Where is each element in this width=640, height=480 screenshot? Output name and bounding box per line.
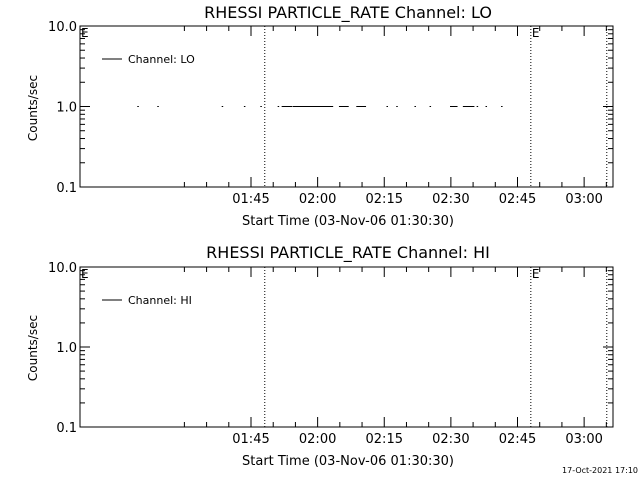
event-marker-label: E xyxy=(532,267,540,281)
y-tick-label: 0.1 xyxy=(56,181,77,196)
chart-title: RHESSI PARTICLE_RATE Channel: LO xyxy=(204,3,492,23)
event-marker-label: E xyxy=(532,26,540,40)
legend-entry: Channel: LO xyxy=(128,53,195,66)
y-axis-label: Counts/sec xyxy=(26,75,40,141)
x-tick-label: 01:45 xyxy=(232,432,269,447)
x-tick-label: 02:15 xyxy=(366,192,403,207)
x-tick-label: 02:15 xyxy=(366,432,403,447)
timestamp: 17-Oct-2021 17:10 xyxy=(562,466,638,475)
plot-area: 0.1 1.0 10.0 01:45 02:00 02:15 02:30 02:45 03:00… xyxy=(48,261,614,447)
x-tick-label: 02:45 xyxy=(499,192,536,207)
plot-area: 0.1 1.0 10.0 01:45 02:00 02:15 02:30 02:45 03:00… xyxy=(48,20,614,207)
x-axis-label: Start Time (03-Nov-06 01:30:30) xyxy=(242,454,454,469)
event-marker-label: E xyxy=(81,26,89,40)
x-tick-label: 02:30 xyxy=(432,192,469,207)
y-tick-label: 1.0 xyxy=(56,101,77,116)
chart-title: RHESSI PARTICLE_RATE Channel: HI xyxy=(206,243,490,263)
plot-frame xyxy=(79,266,614,428)
x-tick-label: 03:00 xyxy=(565,432,602,447)
event-marker-label: E xyxy=(81,267,89,281)
y-tick-label: 1.0 xyxy=(56,341,77,356)
y-axis-label: Counts/sec xyxy=(26,315,40,381)
legend-entry: Channel: HI xyxy=(128,294,192,307)
panel-lo: RHESSI PARTICLE_RATE Channel: LO 0.1 1.0 1… xyxy=(26,3,614,229)
y-tick-label: 0.1 xyxy=(56,421,77,436)
y-tick-label: 10.0 xyxy=(48,261,77,276)
panel-hi: RHESSI PARTICLE_RATE Channel: HI 0.1 1.0 1… xyxy=(26,243,614,469)
x-tick-label: 02:00 xyxy=(299,192,336,207)
x-tick-label: 02:45 xyxy=(499,432,536,447)
x-tick-label: 03:00 xyxy=(565,192,602,207)
x-tick-label: 02:00 xyxy=(299,432,336,447)
x-tick-label: 01:45 xyxy=(232,192,269,207)
x-tick-label: 02:30 xyxy=(432,432,469,447)
y-tick-label: 10.0 xyxy=(48,20,77,35)
x-axis-label: Start Time (03-Nov-06 01:30:30) xyxy=(242,214,454,229)
